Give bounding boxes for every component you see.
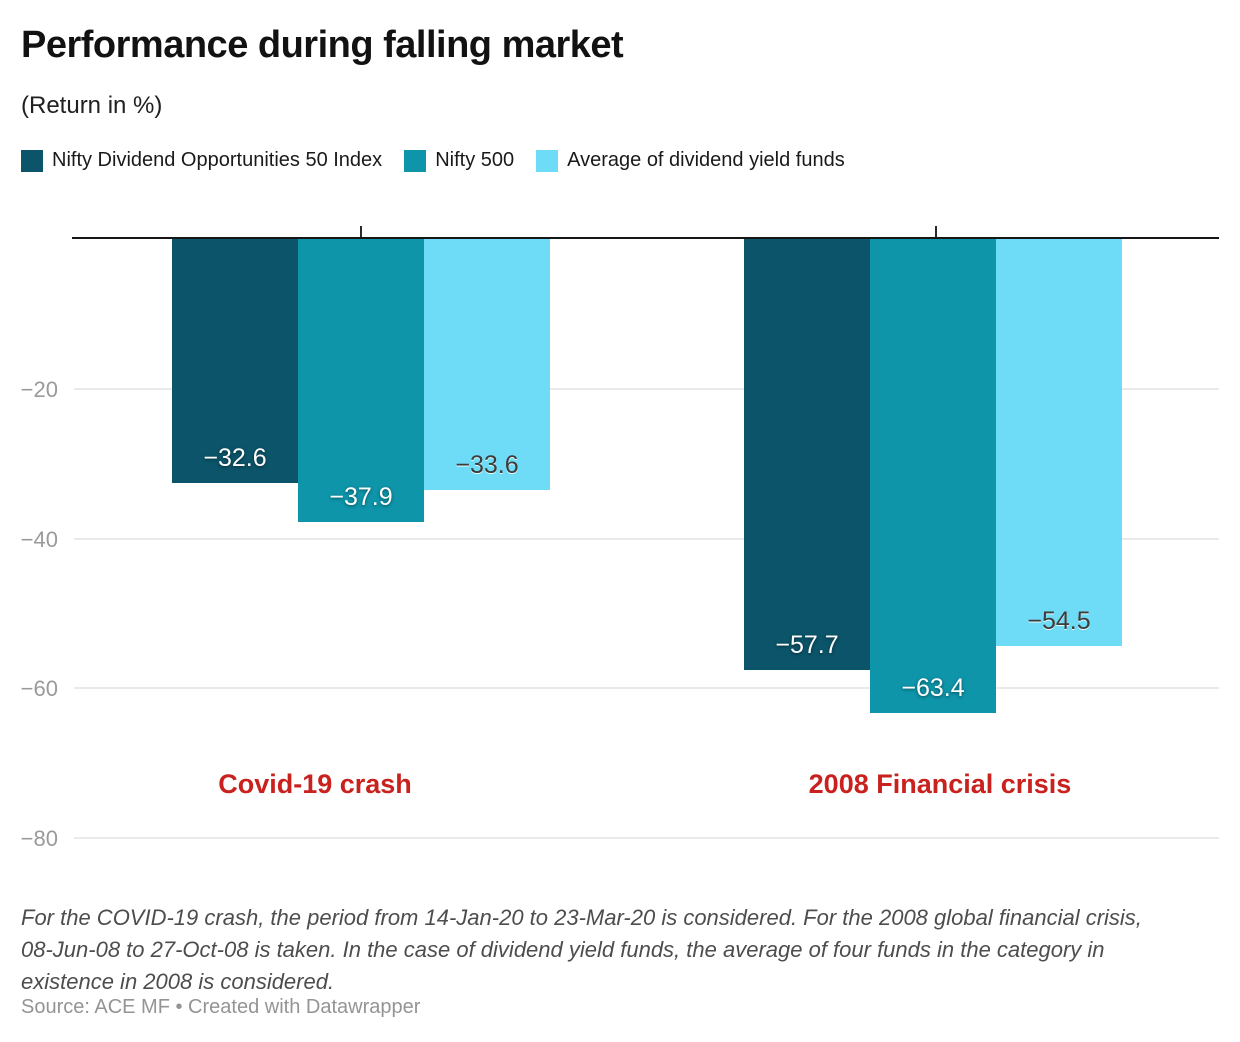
bar-value-label: −63.4	[901, 674, 965, 702]
y-axis-tick-label: −80	[20, 826, 58, 851]
legend-swatch-icon	[404, 149, 427, 172]
y-axis-tick-label: −40	[20, 527, 58, 552]
source-line: Source: ACE MF • Created with Datawrappe…	[21, 996, 421, 1018]
axis-tick	[360, 226, 362, 237]
gridline	[74, 687, 1219, 689]
gridline	[74, 388, 1219, 390]
bar-value-label: −37.9	[329, 483, 393, 511]
bar: −54.5	[996, 239, 1122, 646]
legend-label: Average of dividend yield funds	[567, 149, 845, 171]
footnote-line: 08-Jun-08 to 27-Oct-08 is taken. In the …	[21, 937, 1105, 962]
footnote-line: For the COVID-19 crash, the period from …	[21, 905, 1142, 930]
y-axis-tick-label: −20	[20, 377, 58, 402]
footnote-line: existence in 2008 is considered.	[21, 969, 335, 994]
page-title: Performance during falling market	[21, 24, 624, 66]
bar: −32.6	[172, 239, 298, 483]
group-label-covid: Covid-19 crash	[218, 769, 412, 799]
bar: −57.7	[744, 239, 870, 670]
bar-value-label: −54.5	[1027, 607, 1091, 635]
footnote: For the COVID-19 crash, the period from …	[21, 902, 1221, 998]
zero-axis-line	[72, 237, 1219, 239]
legend-label: Nifty Dividend Opportunities 50 Index	[52, 149, 383, 171]
gridline	[74, 837, 1219, 839]
bar: −37.9	[298, 239, 424, 522]
y-axis-tick-label: −60	[20, 676, 58, 701]
legend-swatch-icon	[536, 149, 559, 172]
group-label-2008: 2008 Financial crisis	[808, 769, 1072, 799]
bar-value-label: −32.6	[203, 444, 267, 472]
bar-value-label: −57.7	[775, 631, 839, 659]
legend-item: Nifty Dividend Opportunities 50 Index	[21, 149, 382, 172]
legend-label: Nifty 500	[435, 149, 515, 171]
legend-swatch-icon	[21, 149, 43, 172]
bar: −63.4	[870, 239, 996, 713]
bar-value-label: −33.6	[455, 451, 519, 479]
legend: Nifty Dividend Opportunities 50 Index Ni…	[21, 149, 845, 172]
axis-tick	[935, 226, 937, 237]
gridline	[74, 538, 1219, 540]
legend-item: Nifty 500	[404, 149, 514, 172]
legend-item: Average of dividend yield funds	[536, 149, 845, 172]
chart-subtitle: (Return in %)	[21, 92, 163, 119]
bar: −33.6	[424, 239, 550, 490]
